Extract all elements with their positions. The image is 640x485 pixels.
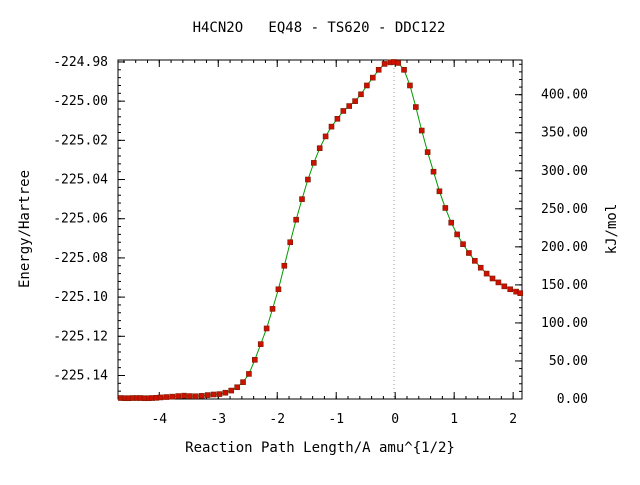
y2-tick-label: 100.00 xyxy=(541,316,588,331)
y2-axis-ticks: 0.00 50.00 100.00 150.00 200.00 250.00 300.00 3… xyxy=(515,63,588,407)
y-tick-label: -224.98 xyxy=(53,55,108,70)
x-tick-label: -2 xyxy=(269,412,285,427)
data-point xyxy=(169,393,176,400)
y2-tick-label: 0.00 xyxy=(557,392,588,407)
y2-tick-label: 150.00 xyxy=(541,278,588,293)
data-point xyxy=(352,98,358,104)
data-point xyxy=(507,286,514,293)
data-point xyxy=(369,74,376,81)
x-tick-label: -4 xyxy=(151,412,167,427)
data-point xyxy=(472,258,478,264)
y2-tick-label: 400.00 xyxy=(541,88,588,103)
y2-tick-label: 50.00 xyxy=(549,354,588,369)
data-point xyxy=(204,392,211,398)
data-point xyxy=(395,60,401,66)
y-tick-label: -225.04 xyxy=(53,173,108,188)
data-point xyxy=(418,127,425,134)
data-point xyxy=(460,241,466,247)
data-point xyxy=(358,91,364,98)
data-point xyxy=(252,357,258,363)
data-point xyxy=(269,306,276,312)
y-tick-label: -225.00 xyxy=(53,94,108,109)
data-point xyxy=(375,67,382,73)
data-point xyxy=(483,270,490,277)
data-point xyxy=(275,286,282,293)
data-point xyxy=(287,239,294,246)
x-tick-label: 2 xyxy=(509,412,517,427)
y-tick-label: -225.08 xyxy=(53,251,108,266)
y-axis-label: Energy/Hartree xyxy=(17,170,33,288)
data-point xyxy=(346,103,352,109)
data-point xyxy=(328,123,335,130)
data-point xyxy=(305,176,311,183)
y-axis-ticks: -224.98 -225.00 -225.02 -225.04 -225.06 -225.… xyxy=(53,55,125,392)
y-tick-label: -225.10 xyxy=(53,290,108,305)
data-point xyxy=(340,108,347,114)
data-point xyxy=(187,393,193,399)
data-point xyxy=(401,67,407,73)
y-tick-label: -225.12 xyxy=(53,329,108,344)
x-tick-label: 1 xyxy=(450,412,458,427)
data-point xyxy=(198,393,205,399)
data-point xyxy=(322,133,329,140)
data-point xyxy=(175,393,181,399)
data-point xyxy=(501,283,508,290)
data-point xyxy=(489,275,496,282)
data-point xyxy=(454,231,460,238)
y-tick-label: -225.02 xyxy=(53,133,108,148)
data-point xyxy=(381,61,388,67)
y-tick-label: -225.06 xyxy=(53,212,108,227)
y-tick-label: -225.14 xyxy=(53,368,108,383)
data-point xyxy=(263,325,270,332)
data-point xyxy=(257,341,264,347)
data-point xyxy=(495,279,502,286)
data-point xyxy=(222,389,229,396)
data-point xyxy=(466,250,472,256)
data-point xyxy=(407,82,413,89)
data-point xyxy=(281,262,288,269)
data-points xyxy=(118,59,524,402)
data-point xyxy=(448,219,455,226)
data-point xyxy=(413,104,419,110)
data-point xyxy=(316,145,323,151)
data-point xyxy=(228,387,235,394)
data-point xyxy=(234,384,240,391)
data-point xyxy=(163,394,170,400)
x-axis-ticks: -4 -3 -2 -1 0 1 2 xyxy=(123,60,517,427)
data-point xyxy=(430,168,437,175)
data-point xyxy=(193,393,199,400)
data-point xyxy=(436,188,443,195)
y2-tick-label: 350.00 xyxy=(541,126,588,141)
energy-curve xyxy=(120,61,521,399)
data-point xyxy=(181,392,187,399)
data-point xyxy=(293,216,299,223)
data-point xyxy=(334,115,341,122)
data-point xyxy=(517,290,524,296)
chart-title: H4CN2O EQ48 - TS620 - DDC122 xyxy=(193,20,446,36)
y2-axis-label: kJ/mol xyxy=(604,204,620,255)
data-point xyxy=(364,82,370,89)
data-point xyxy=(216,391,223,397)
x-axis-label: Reaction Path Length/A amu^{1/2} xyxy=(185,440,455,456)
data-point xyxy=(246,371,252,377)
data-point xyxy=(424,149,431,155)
x-tick-label: 0 xyxy=(391,412,399,427)
y2-tick-label: 300.00 xyxy=(541,164,588,179)
data-point xyxy=(157,394,164,401)
plot-frame xyxy=(117,59,523,400)
x-tick-label: -3 xyxy=(210,412,226,427)
y2-tick-label: 250.00 xyxy=(541,202,588,217)
data-point xyxy=(299,196,305,202)
data-point xyxy=(311,160,317,166)
data-point xyxy=(240,379,246,385)
x-tick-label: -1 xyxy=(328,412,344,427)
data-point xyxy=(477,264,484,271)
data-point xyxy=(442,205,449,211)
data-point xyxy=(210,391,217,398)
y2-tick-label: 200.00 xyxy=(541,240,588,255)
